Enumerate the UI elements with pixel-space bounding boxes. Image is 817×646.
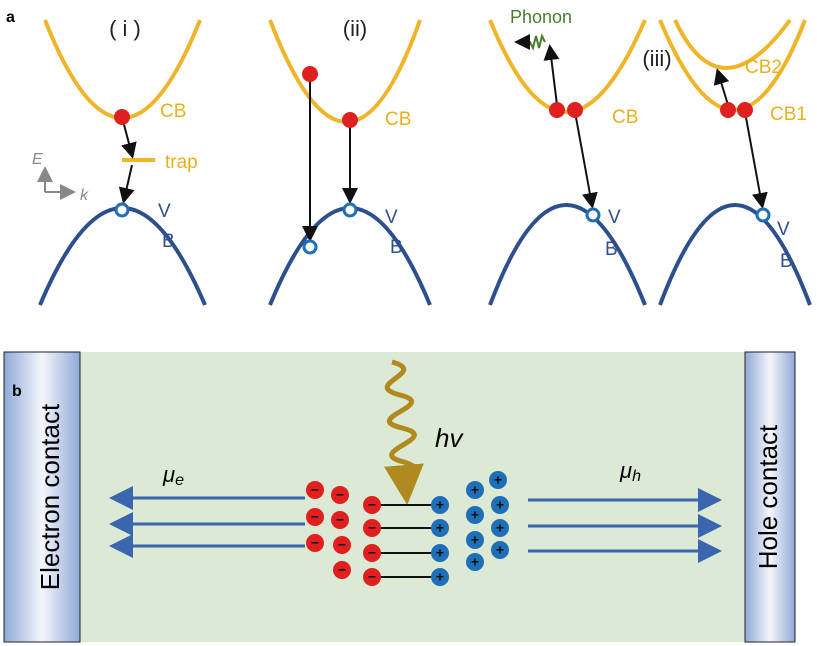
- band-label: CB2: [745, 57, 782, 78]
- band-label: CB: [385, 109, 411, 130]
- charge-sign: +: [436, 545, 444, 561]
- panel-title: (iii): [642, 46, 671, 71]
- charge-sign: +: [436, 520, 444, 536]
- charge-sign: −: [336, 487, 344, 503]
- charge-sign: +: [471, 554, 479, 570]
- band-label: V: [158, 201, 171, 222]
- charge-sign: −: [336, 512, 344, 528]
- charge-sign: −: [368, 569, 376, 585]
- band-label: B: [780, 251, 793, 272]
- transitions: [122, 48, 762, 238]
- charge-sign: −: [368, 497, 376, 513]
- mobility-symbol: μ: [619, 458, 632, 483]
- band-label: CB: [160, 101, 186, 122]
- band-label: V: [608, 207, 621, 228]
- mobility-sub: e: [175, 472, 184, 489]
- charge-sign: +: [496, 520, 504, 536]
- electrons: [114, 66, 753, 128]
- axis-label: E: [32, 151, 43, 168]
- band-label: V: [385, 207, 398, 228]
- charge-sign: +: [471, 482, 479, 498]
- axes: [45, 170, 72, 192]
- contact-label: Electron contact: [35, 403, 65, 590]
- bands: [40, 20, 810, 305]
- charge-sign: −: [338, 537, 346, 553]
- charge-sign: +: [471, 532, 479, 548]
- contact-label: Hole contact: [753, 424, 783, 569]
- panel-title: ( i ): [109, 16, 141, 41]
- band-label: B: [390, 237, 403, 258]
- charge-sign: −: [311, 535, 319, 551]
- charge-sign: +: [494, 472, 502, 488]
- phonon-label: Phonon: [510, 7, 572, 27]
- holes: [116, 204, 769, 253]
- charge-sign: +: [496, 542, 504, 558]
- mobility-symbol: μ: [162, 462, 175, 487]
- charge-sign: +: [436, 569, 444, 585]
- charge-sign: −: [311, 482, 319, 498]
- band-label: B: [162, 231, 175, 252]
- charge-sign: −: [311, 509, 319, 525]
- charge-sign: +: [496, 497, 504, 513]
- band-label: CB: [612, 107, 638, 128]
- band-label: B: [605, 239, 618, 260]
- phonon-wave: [518, 36, 545, 48]
- charge-sign: −: [368, 545, 376, 561]
- charge-sign: −: [368, 520, 376, 536]
- panel-label: a: [6, 9, 15, 26]
- mobility-sub: h: [632, 468, 641, 485]
- band-label: CB1: [770, 104, 807, 125]
- charge-sign: +: [436, 497, 444, 513]
- band-label: V: [777, 219, 790, 240]
- charge-sign: +: [471, 507, 479, 523]
- panel-title: (ii): [343, 16, 367, 41]
- panel-label: b: [12, 383, 22, 400]
- trap-label: trap: [165, 152, 198, 173]
- figure: a ( i ) CB trap V B E k (ii) CB V B Phon…: [0, 0, 817, 646]
- axis-label: k: [80, 187, 89, 204]
- charge-sign: −: [338, 562, 346, 578]
- photon-label: hv: [435, 423, 464, 453]
